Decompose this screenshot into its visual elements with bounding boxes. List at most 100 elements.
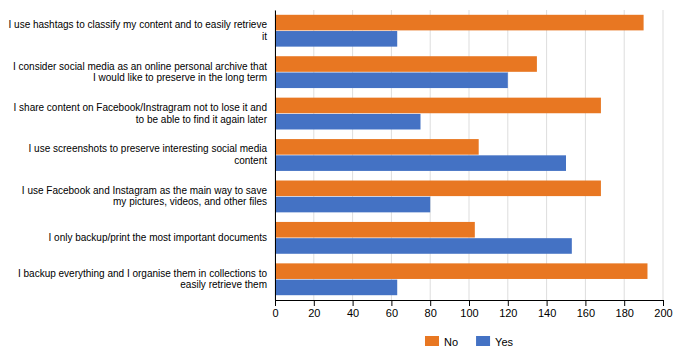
grid-line (275, 10, 276, 300)
y-tick: I use hashtags to classify my content an… (9, 19, 268, 42)
grid-line (663, 10, 664, 300)
grid-line (507, 10, 508, 300)
bar (275, 15, 644, 31)
y-tick-label-line: I would like to preserve in the long ter… (93, 72, 267, 83)
bar (275, 98, 601, 114)
x-axis: 0 20 40 60 80 100 120 140 160 180 200 (272, 300, 672, 319)
bar (275, 56, 537, 72)
grid-line (469, 10, 470, 300)
chart-container: 0 20 40 60 80 100 120 140 160 180 200 I backup ever… (0, 0, 685, 358)
x-tick: 40 (347, 300, 359, 319)
bar (275, 222, 475, 238)
grid-line (430, 10, 431, 300)
bar (275, 280, 397, 296)
legend-swatch (476, 336, 490, 346)
y-tick-label-line: I use screenshots to preserve interestin… (29, 143, 268, 154)
x-tick-mark (663, 300, 664, 306)
bar (275, 114, 421, 130)
x-tick-label: 200 (654, 307, 672, 319)
bar-series (275, 31, 572, 295)
y-tick: I share content on Facebook/Instragram n… (14, 102, 268, 125)
grid-line (624, 10, 625, 300)
grid-line (585, 10, 586, 300)
legend-label: No (444, 336, 458, 348)
y-tick-label-line: I only backup/print the most important d… (49, 232, 267, 243)
x-tick: 60 (386, 300, 398, 319)
y-tick-label-line: easily retrieve them (180, 279, 267, 290)
bar (275, 238, 572, 254)
plot: 0 20 40 60 80 100 120 140 160 180 200 I backup ever… (9, 10, 673, 319)
x-tick-mark (585, 300, 586, 306)
x-tick-label: 120 (499, 307, 517, 319)
x-tick-label: 160 (577, 307, 595, 319)
y-axis-line (275, 11, 276, 301)
x-tick-mark (624, 300, 625, 306)
x-tick: 200 (654, 300, 672, 319)
x-tick-mark (275, 300, 276, 306)
y-axis: I backup everything and I organise them … (9, 11, 276, 301)
x-tick-mark (353, 300, 354, 306)
y-tick: I use Facebook and Instagram as the main… (22, 185, 268, 208)
x-tick-mark (547, 300, 548, 306)
x-tick: 20 (308, 300, 320, 319)
x-tick-label: 0 (272, 307, 278, 319)
y-tick: I backup everything and I organise them … (18, 268, 267, 291)
bar (275, 155, 566, 171)
chart-svg: 0 20 40 60 80 100 120 140 160 180 200 I backup ever… (0, 0, 685, 358)
x-tick-label: 20 (308, 307, 320, 319)
y-tick-label-line: it (262, 31, 267, 42)
bars (275, 15, 647, 295)
x-tick: 180 (616, 300, 634, 319)
bar-series (275, 15, 647, 279)
x-tick-mark (508, 300, 509, 306)
y-tick-label: I backup everything and I organise them … (18, 268, 267, 291)
y-tick-label-line: to be able to find it again later (136, 114, 268, 125)
y-tick-label-line: content (234, 155, 267, 166)
grid-line (391, 10, 392, 300)
y-tick-label-line: I use Facebook and Instagram as the main… (22, 185, 268, 196)
legend-label: Yes (495, 336, 513, 348)
x-tick-label: 140 (538, 307, 556, 319)
y-tick-label: I use hashtags to classify my content an… (9, 19, 268, 42)
x-axis-line (276, 301, 664, 307)
x-tick-label: 60 (386, 307, 398, 319)
y-tick-label-line: I backup everything and I organise them … (18, 268, 267, 279)
x-tick-mark (469, 300, 470, 306)
bar (275, 72, 508, 88)
bar (275, 263, 647, 279)
legend-swatch (425, 336, 439, 346)
legend-item: No (425, 336, 458, 348)
bar (275, 139, 479, 155)
bar (275, 181, 601, 197)
grid-line (546, 10, 547, 300)
grid-line (352, 10, 353, 300)
x-tick: 140 (538, 300, 556, 319)
y-tick-label-line: I share content on Facebook/Instragram n… (14, 102, 267, 113)
bar (275, 31, 397, 47)
x-tick-mark (430, 300, 431, 306)
x-tick: 0 (272, 300, 278, 319)
x-tick-label: 40 (347, 307, 359, 319)
x-tick: 160 (577, 300, 595, 319)
legend: No Yes (425, 336, 514, 348)
x-tick-mark (314, 300, 315, 306)
x-tick: 120 (499, 300, 517, 319)
y-tick-label: I use screenshots to preserve interestin… (29, 143, 268, 166)
y-tick-label-line: I consider social media as an online per… (13, 61, 267, 72)
x-tick-label: 180 (616, 307, 634, 319)
x-tick-mark (391, 300, 392, 306)
x-tick: 80 (425, 300, 437, 319)
grid (275, 10, 663, 300)
bar (275, 197, 430, 213)
y-tick-label: I consider social media as an online per… (13, 61, 267, 84)
y-tick-label: I use Facebook and Instagram as the main… (22, 185, 268, 208)
y-tick-label-line: my pictures, videos, and other files (113, 196, 267, 207)
y-tick: I use screenshots to preserve interestin… (29, 143, 268, 166)
legend-item: Yes (476, 336, 513, 348)
x-tick-label: 100 (460, 307, 478, 319)
y-tick: I only backup/print the most important d… (49, 232, 267, 243)
grid-line (313, 10, 314, 300)
y-tick: I consider social media as an online per… (13, 61, 267, 84)
x-tick: 100 (460, 300, 478, 319)
y-tick-label: I share content on Facebook/Instragram n… (14, 102, 268, 125)
